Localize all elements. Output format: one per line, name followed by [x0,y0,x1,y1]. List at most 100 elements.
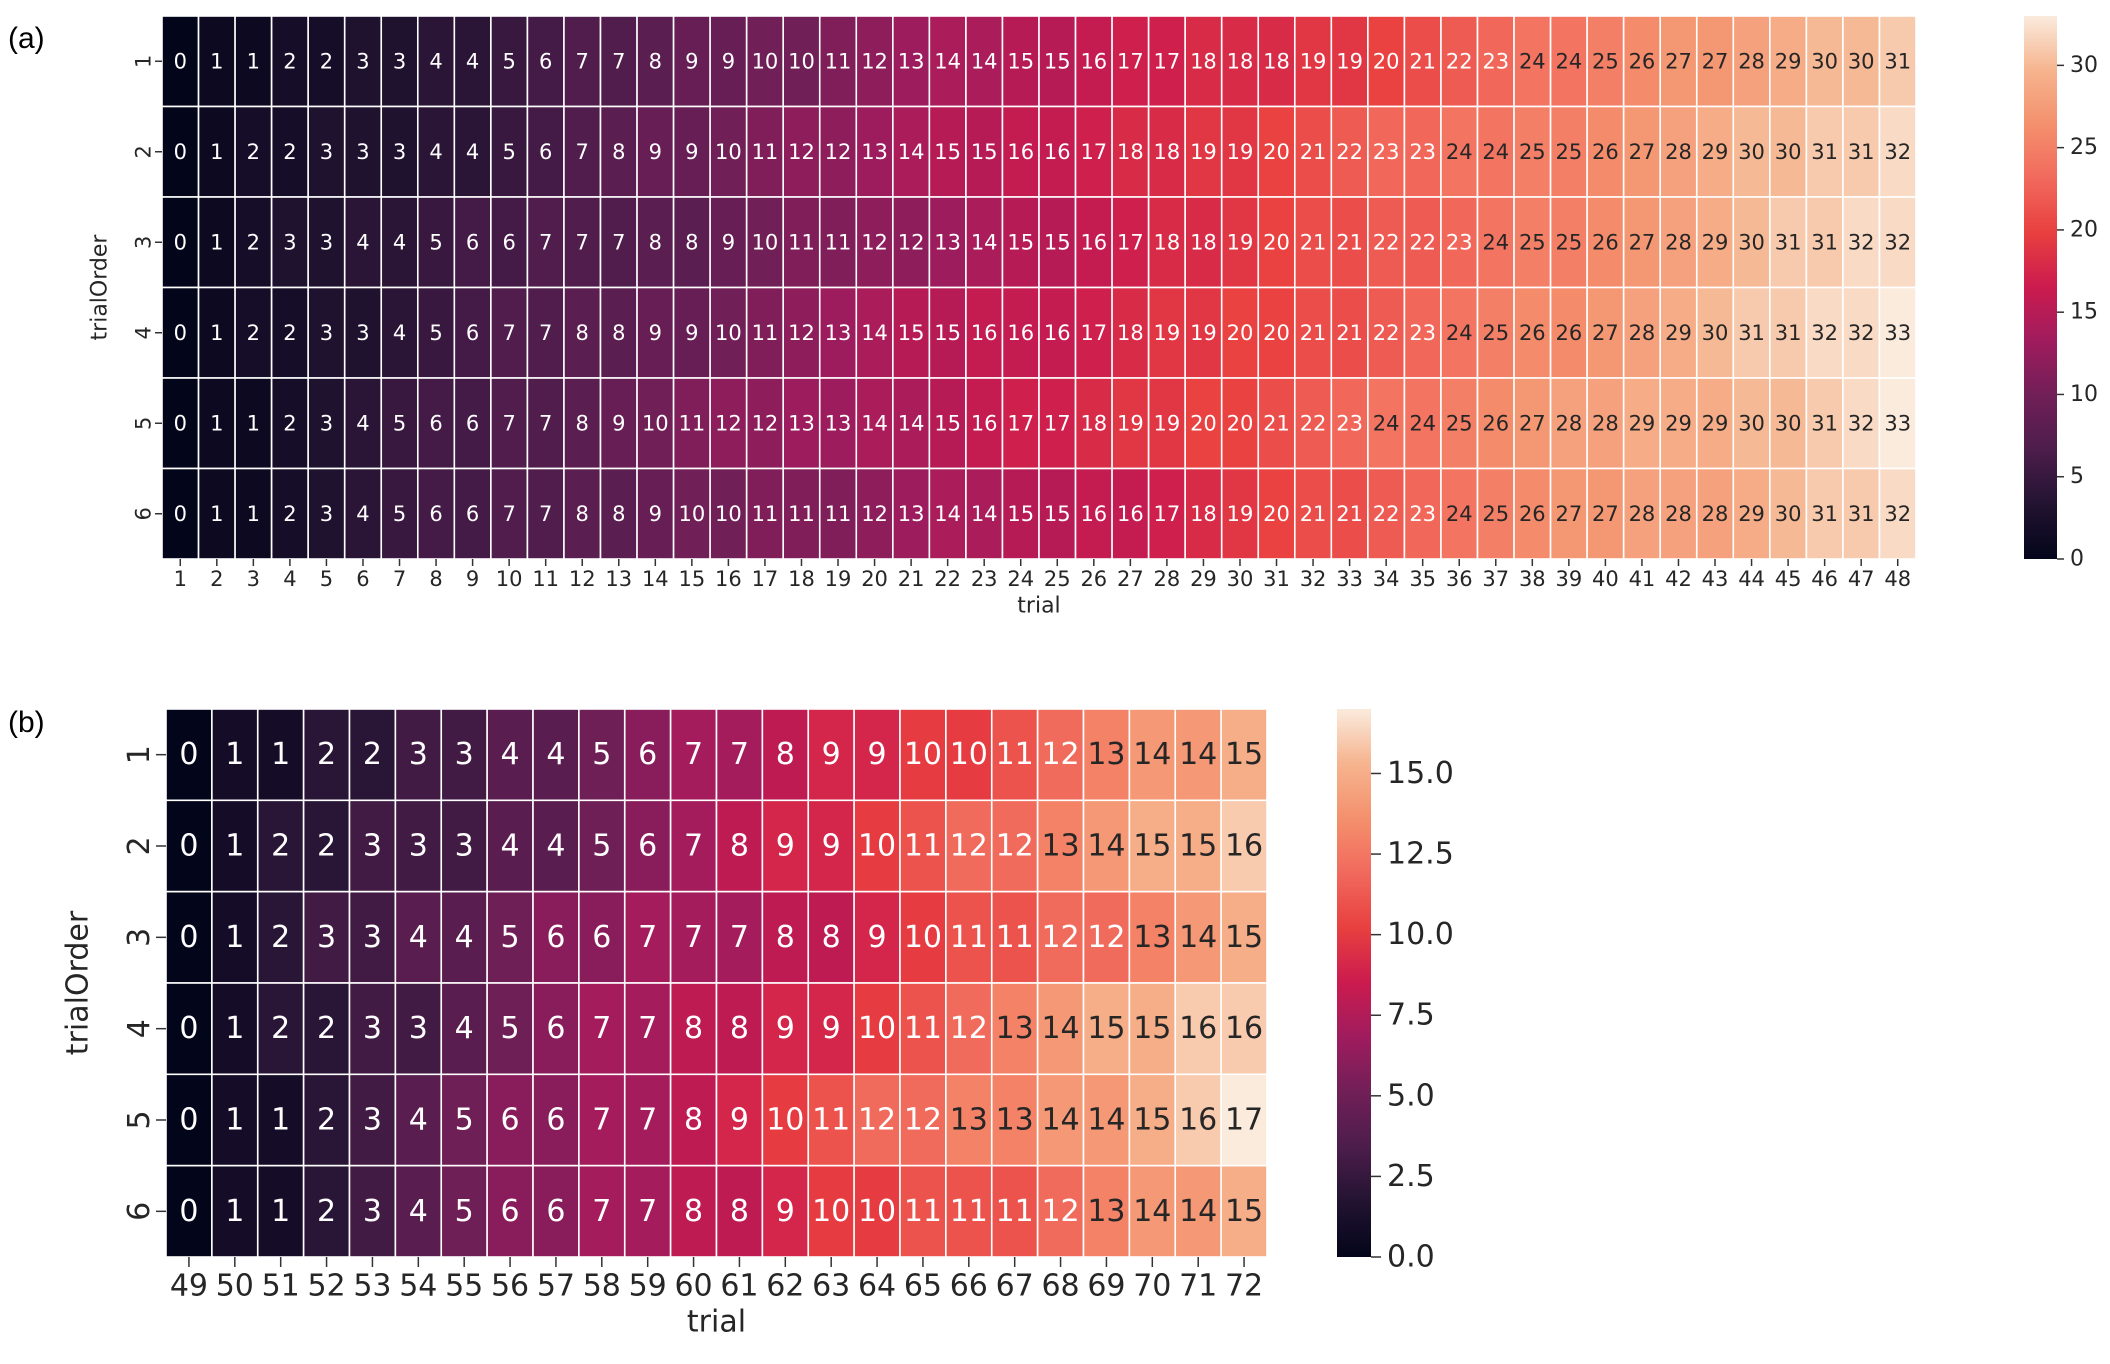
cell-value-label: 2 [320,49,333,73]
cell-value-label: 17 [1080,321,1107,345]
cell-value-label: 2 [271,920,290,955]
x-tick-label: 31 [1263,567,1290,591]
cell-value-label: 14 [1087,829,1125,864]
cell-value-label: 4 [356,502,369,526]
heatmap-cell [1440,15,1479,108]
heatmap-cell [1513,467,1552,560]
heatmap-cell [1174,890,1222,984]
cell-value-label: 32 [1884,502,1911,526]
cell-value-label: 25 [1482,321,1509,345]
cell-value-label: 15 [1007,230,1034,254]
cell-value-label: 20 [1263,321,1290,345]
heatmap-cell [486,982,534,1076]
cell-value-label: 16 [971,411,998,435]
cell-value-label: 13 [996,1011,1034,1046]
cell-value-label: 5 [455,1103,474,1138]
cell-value-label: 7 [592,1103,611,1138]
cell-value-label: 25 [1555,230,1582,254]
cell-value-label: 32 [1811,321,1838,345]
cell-value-label: 24 [1373,411,1400,435]
heatmap-cell [853,708,901,802]
heatmap-cell [165,708,213,802]
cell-value-label: 4 [409,1194,428,1229]
cell-value-label: 23 [1446,230,1473,254]
heatmap-cell [256,708,305,802]
cell-value-label: 33 [1884,321,1911,345]
cell-value-label: 7 [502,321,515,345]
cell-value-label: 29 [1702,230,1729,254]
heatmap-cell [1805,377,1844,470]
cell-value-label: 0 [174,49,187,73]
heatmap-cell [486,1073,534,1167]
x-tick-label: 55 [445,1269,483,1304]
cell-value-label: 6 [466,502,479,526]
cell-value-label: 11 [996,1194,1034,1229]
cell-value-label: 11 [996,737,1034,772]
cell-value-label: 4 [393,321,406,345]
heatmap-cell [892,377,931,470]
cell-value-label: 24 [1446,502,1473,526]
x-tick-label: 57 [537,1269,575,1304]
cell-value-label: 14 [934,502,961,526]
cell-value-label: 10 [904,737,942,772]
cell-value-label: 1 [247,502,260,526]
cell-value-label: 3 [363,920,382,955]
cell-value-label: 17 [1117,230,1144,254]
cell-value-label: 31 [1775,321,1802,345]
colorbar-tick-label: 15 [2070,300,2098,325]
cell-value-label: 8 [822,920,841,955]
cell-value-label: 5 [429,230,442,254]
x-tick-label: 22 [934,567,961,591]
colorbar-tick-label: 7.5 [1387,998,1435,1033]
cell-value-label: 1 [271,737,290,772]
heatmap-cell [623,799,672,893]
cell-value-label: 5 [455,1194,474,1229]
x-tick-label: 68 [1041,1269,1079,1304]
cell-value-label: 20 [1263,230,1290,254]
x-tick-label: 46 [1811,567,1838,591]
cell-value-label: 27 [1702,49,1729,73]
cell-value-label: 0 [179,1011,198,1046]
cell-value-label: 20 [1373,49,1400,73]
x-tick-label: 66 [950,1269,988,1304]
cell-value-label: 3 [363,829,382,864]
cell-value-label: 12 [861,230,888,254]
cell-value-label: 30 [1738,140,1765,164]
cell-value-label: 6 [546,920,565,955]
cell-value-label: 8 [612,321,625,345]
x-tick-label: 52 [307,1269,345,1304]
cell-value-label: 7 [576,230,589,254]
cell-value-label: 28 [1592,411,1619,435]
cell-value-label: 14 [1179,737,1217,772]
heatmap-cell [1622,196,1662,289]
cell-value-label: 13 [934,230,961,254]
cell-value-label: 23 [1409,140,1436,164]
heatmap-cell [165,799,213,893]
x-tick-label: 41 [1629,567,1656,591]
heatmap-cell [899,1164,947,1258]
cell-value-label: 12 [858,1103,896,1138]
heatmap-cell [563,15,602,108]
x-tick-label: 33 [1336,567,1363,591]
cell-value-label: 19 [1336,49,1363,73]
cell-value-label: 6 [466,321,479,345]
cell-value-label: 8 [576,321,589,345]
heatmap-cell [234,286,273,379]
x-axis-label: trial [1017,593,1060,618]
x-tick-label: 21 [898,567,925,591]
cell-value-label: 4 [501,737,520,772]
cell-value-label: 12 [996,829,1034,864]
heatmap-cell [1842,15,1881,108]
y-tick-label: 1 [122,745,157,764]
y-tick-label: 2 [131,145,155,158]
cell-value-label: 1 [247,411,260,435]
cell-value-label: 32 [1848,321,1875,345]
cell-value-label: 2 [283,411,296,435]
x-tick-label: 9 [466,567,479,591]
x-tick-label: 63 [812,1269,850,1304]
cell-value-label: 21 [1300,140,1327,164]
cell-value-label: 12 [861,502,888,526]
x-axis-label: trial [687,1305,746,1340]
cell-value-label: 5 [393,502,406,526]
x-tick-label: 51 [262,1269,300,1304]
